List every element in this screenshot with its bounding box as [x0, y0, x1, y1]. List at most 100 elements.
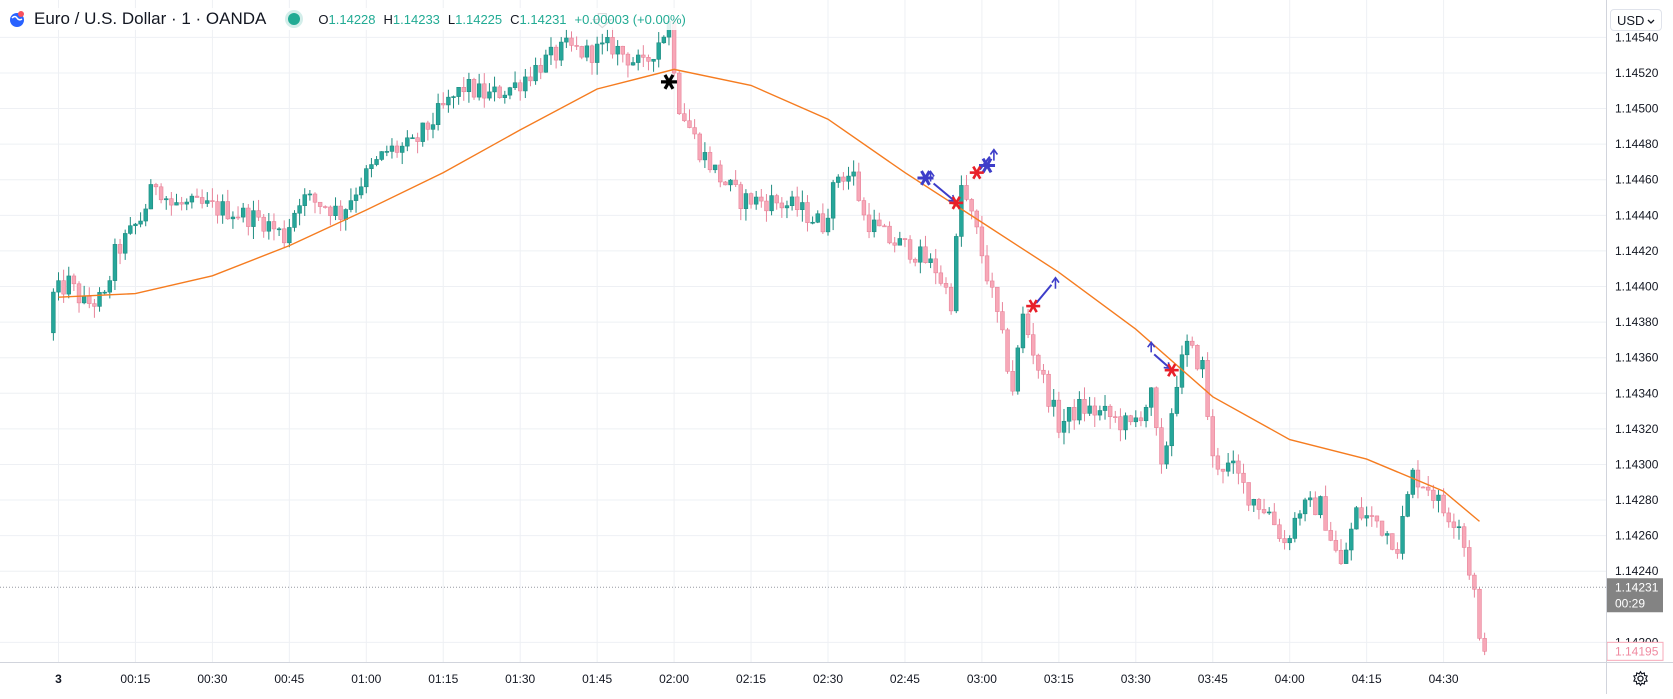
candle[interactable]	[456, 86, 461, 105]
candle[interactable]	[1359, 497, 1364, 521]
candle[interactable]	[471, 77, 477, 100]
candle[interactable]	[51, 288, 56, 341]
candle[interactable]	[769, 184, 774, 216]
candle[interactable]	[235, 206, 241, 221]
candle[interactable]	[158, 183, 164, 204]
candle[interactable]	[1328, 521, 1333, 542]
candle[interactable]	[1184, 334, 1190, 367]
candle[interactable]	[415, 132, 420, 154]
candle[interactable]	[338, 200, 343, 232]
candle[interactable]	[913, 257, 918, 267]
candle[interactable]	[61, 269, 66, 303]
candle[interactable]	[1123, 412, 1128, 440]
candle[interactable]	[923, 235, 928, 264]
candle[interactable]	[1261, 498, 1267, 515]
candle[interactable]	[184, 198, 189, 211]
candle[interactable]	[81, 285, 87, 305]
candle[interactable]	[887, 221, 892, 245]
candle[interactable]	[959, 175, 964, 247]
candle[interactable]	[1056, 391, 1062, 439]
candle[interactable]	[938, 265, 944, 286]
candle[interactable]	[102, 289, 107, 295]
candle[interactable]	[1343, 542, 1349, 564]
candle[interactable]	[430, 112, 436, 139]
candle[interactable]	[630, 57, 636, 66]
globe-icon[interactable]	[8, 10, 26, 28]
candle[interactable]	[1200, 356, 1205, 378]
candle[interactable]	[805, 195, 810, 232]
candle[interactable]	[1231, 450, 1236, 474]
candle[interactable]	[179, 196, 184, 211]
candle[interactable]	[1266, 507, 1272, 515]
candle[interactable]	[651, 58, 656, 72]
candle[interactable]	[384, 145, 390, 157]
candle[interactable]	[333, 197, 338, 221]
candle[interactable]	[948, 283, 954, 315]
candle[interactable]	[979, 215, 985, 264]
candle[interactable]	[1041, 364, 1046, 384]
candle[interactable]	[943, 277, 949, 295]
candle[interactable]	[240, 202, 246, 223]
candle[interactable]	[1148, 387, 1154, 416]
candle[interactable]	[1118, 408, 1123, 442]
candle[interactable]	[795, 186, 800, 217]
candle[interactable]	[1318, 495, 1323, 519]
candle[interactable]	[374, 156, 379, 167]
candle[interactable]	[1287, 535, 1292, 551]
candle[interactable]	[482, 73, 487, 108]
candle[interactable]	[723, 180, 728, 186]
candle[interactable]	[733, 170, 738, 187]
candle[interactable]	[861, 197, 867, 221]
candle[interactable]	[405, 130, 410, 152]
candle[interactable]	[677, 70, 682, 116]
candle[interactable]	[1241, 463, 1246, 494]
candle[interactable]	[1338, 539, 1344, 565]
candle[interactable]	[1477, 586, 1482, 641]
candle[interactable]	[225, 189, 230, 220]
candle[interactable]	[1082, 387, 1087, 422]
candle[interactable]	[538, 58, 543, 80]
candle[interactable]	[574, 36, 579, 50]
candle[interactable]	[199, 189, 205, 209]
candle[interactable]	[1010, 360, 1015, 396]
candle[interactable]	[543, 49, 549, 73]
candle[interactable]	[707, 146, 713, 173]
candle[interactable]	[984, 245, 990, 285]
candle[interactable]	[1164, 441, 1169, 469]
candle[interactable]	[251, 200, 256, 240]
candle[interactable]	[1369, 506, 1374, 527]
candle[interactable]	[600, 33, 605, 55]
candle[interactable]	[753, 190, 759, 210]
candle[interactable]	[230, 211, 236, 229]
candle[interactable]	[128, 217, 133, 235]
candle[interactable]	[528, 66, 533, 87]
candle[interactable]	[1374, 515, 1380, 528]
candle[interactable]	[1205, 352, 1210, 421]
candle[interactable]	[1225, 453, 1231, 477]
candle[interactable]	[138, 212, 143, 228]
candle[interactable]	[702, 142, 708, 169]
candle[interactable]	[256, 199, 261, 222]
candle[interactable]	[1169, 408, 1174, 457]
candle[interactable]	[836, 174, 841, 188]
candle[interactable]	[97, 287, 102, 312]
candle[interactable]	[153, 182, 159, 196]
candle[interactable]	[328, 205, 333, 226]
candle[interactable]	[441, 92, 446, 109]
candle[interactable]	[1313, 491, 1318, 516]
candle[interactable]	[548, 37, 554, 65]
candle[interactable]	[1405, 491, 1410, 518]
candle[interactable]	[764, 194, 769, 222]
candle[interactable]	[348, 188, 354, 213]
candle[interactable]	[1174, 375, 1180, 417]
candle[interactable]	[1020, 306, 1026, 354]
candle[interactable]	[897, 231, 903, 246]
candle[interactable]	[784, 200, 790, 219]
currency-select[interactable]: USD	[1610, 9, 1662, 31]
candle[interactable]	[497, 84, 502, 99]
price-axis[interactable]: 1.14540 1.14520 1.14500 1.14480 1.14460 1.144…	[1606, 0, 1673, 662]
candle[interactable]	[641, 45, 646, 68]
candle[interactable]	[1210, 409, 1215, 468]
candle[interactable]	[164, 195, 169, 210]
candle[interactable]	[323, 205, 328, 209]
